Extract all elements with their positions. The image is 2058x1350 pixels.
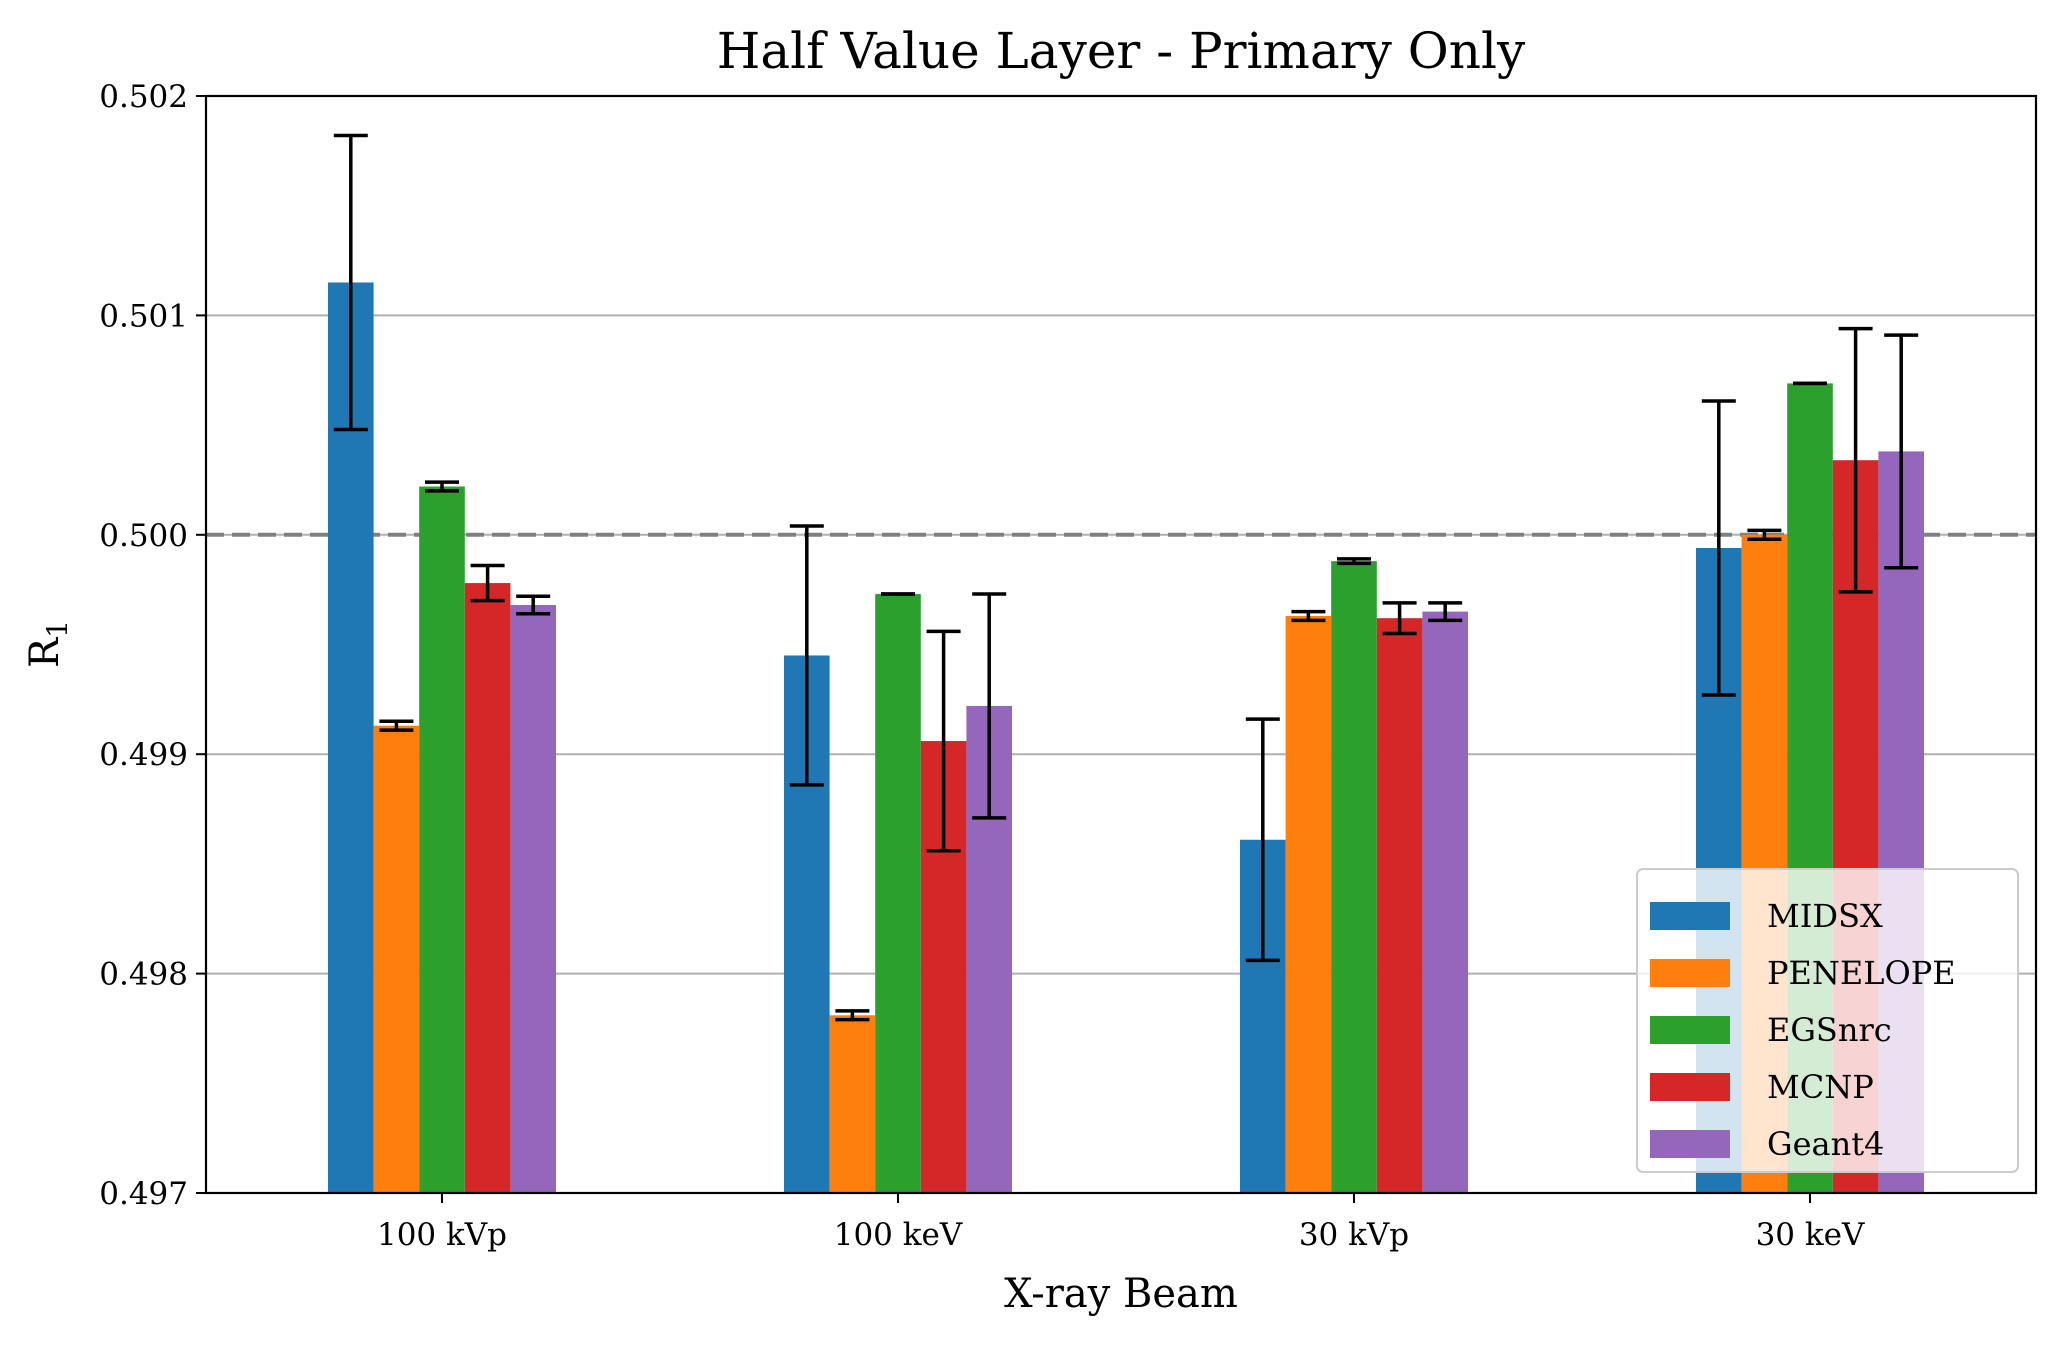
error-bars-layer xyxy=(333,133,1919,1022)
y-tick-label: 0.502 xyxy=(99,79,188,115)
legend-label: EGSnrc xyxy=(1767,1011,1892,1049)
y-tick-label: 0.501 xyxy=(99,298,188,334)
bar xyxy=(1422,611,1468,1193)
bar xyxy=(328,282,374,1193)
bar xyxy=(464,583,511,1193)
bar xyxy=(373,725,420,1193)
legend-label: MIDSX xyxy=(1767,897,1883,935)
legend-box xyxy=(1636,868,2019,1173)
y-tick-label: 0.499 xyxy=(99,737,188,773)
legend-swatch xyxy=(1650,902,1730,930)
bar xyxy=(875,594,921,1193)
y-axis-label-main: R xyxy=(22,636,68,668)
x-tick-label: 100 kVp xyxy=(377,1217,507,1253)
bar xyxy=(1285,615,1332,1193)
bar xyxy=(419,486,465,1194)
legend-swatch xyxy=(1650,1073,1730,1101)
y-tick-label: 0.500 xyxy=(99,518,188,554)
x-axis-ticks: 100 kVp 100 keV 30 kVp 30 keV xyxy=(377,1193,1865,1253)
x-tick-label: 100 keV xyxy=(834,1217,963,1253)
y-tick-label: 0.497 xyxy=(99,1176,188,1212)
legend-label: PENELOPE xyxy=(1767,954,1956,992)
legend-label: Geant4 xyxy=(1767,1125,1884,1163)
y-axis-label: R1 xyxy=(22,620,74,668)
bar xyxy=(829,1015,876,1193)
legend-swatch xyxy=(1650,959,1730,987)
bars-layer xyxy=(328,282,1924,1194)
y-axis-label-subscript: 1 xyxy=(41,620,74,638)
x-axis-label: X-ray Beam xyxy=(1004,1271,1238,1317)
bar xyxy=(1331,561,1377,1193)
y-tick-label: 0.498 xyxy=(99,957,188,993)
legend-swatch xyxy=(1650,1130,1730,1158)
bar xyxy=(1376,618,1423,1193)
plot-frame xyxy=(204,94,2038,1195)
x-tick-label: 30 keV xyxy=(1756,1217,1865,1253)
legend-label: MCNP xyxy=(1767,1068,1874,1106)
legend-swatch xyxy=(1650,1016,1730,1044)
y-axis-ticks: 0.497 0.498 0.499 0.500 0.501 0.502 xyxy=(99,79,206,1212)
chart-title: Half Value Layer - Primary Only xyxy=(717,22,1526,80)
x-tick-label: 30 kVp xyxy=(1299,1217,1409,1253)
legend: MIDSX PENELOPE EGSnrc MCNP Geant4 xyxy=(1636,868,2019,1173)
bar xyxy=(510,605,556,1193)
